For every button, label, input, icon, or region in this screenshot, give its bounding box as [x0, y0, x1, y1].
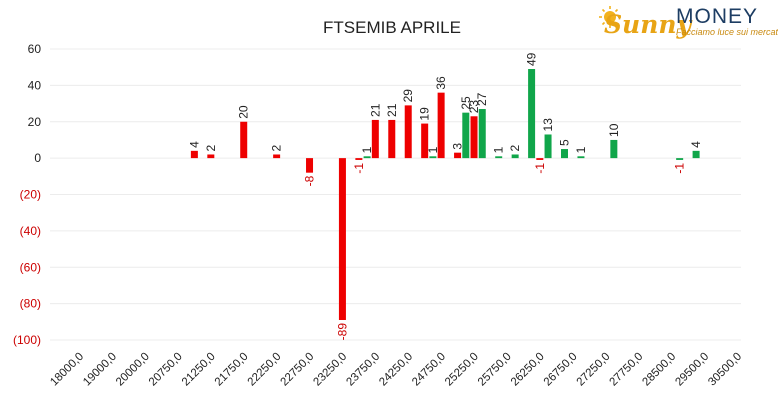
bar-data-label: 1 — [360, 146, 374, 153]
bar — [544, 134, 552, 159]
bar-data-label: -89 — [335, 323, 349, 341]
x-tick-label: 26250,0 — [509, 351, 547, 389]
y-axis: 60 40 20 0 (20) (40) (60) (80) (100) — [13, 42, 41, 347]
bar — [610, 139, 618, 159]
y-tick-label: 40 — [28, 78, 42, 92]
bar-data-label: 2 — [204, 144, 218, 151]
bar — [470, 116, 478, 159]
bar — [528, 69, 536, 159]
bar — [429, 156, 437, 159]
bar-data-label: 27 — [475, 92, 489, 106]
bar — [388, 119, 396, 159]
bar-data-label: 4 — [689, 141, 703, 148]
bar — [577, 156, 585, 159]
x-axis: 18000,019000,020000,020750,021250,021750… — [48, 351, 744, 389]
bar — [511, 154, 519, 159]
bar-data-label: 21 — [385, 103, 399, 117]
bar — [240, 121, 248, 159]
x-tick-label: 25250,0 — [443, 351, 481, 389]
bar — [371, 119, 379, 159]
bar-data-label: 10 — [607, 123, 621, 137]
x-tick-label: 21250,0 — [180, 351, 218, 389]
bar-data-label: 36 — [434, 76, 448, 90]
y-tick-label: (40) — [20, 224, 41, 238]
logo-money: MONEY — [676, 5, 758, 28]
bar-data-label: 25 — [459, 96, 473, 110]
y-tick-label: (80) — [20, 297, 41, 311]
logo-tagline: Facciamo luce sui mercati — [676, 27, 778, 37]
bar-data-label: 4 — [187, 141, 201, 148]
logo-sunny: Sunny — [604, 10, 693, 39]
bar — [478, 109, 486, 159]
bar-data-label: 29 — [401, 89, 415, 103]
x-tick-label: 20750,0 — [147, 351, 185, 389]
y-tick-label: 60 — [28, 42, 42, 56]
bar-data-label: 1 — [492, 146, 506, 153]
bar-data-label: 19 — [418, 107, 432, 121]
bar — [306, 158, 314, 173]
bar — [207, 154, 215, 159]
bar-data-label: 3 — [451, 143, 465, 150]
x-tick-label: 30500,0 — [706, 351, 744, 389]
bar-data-label: -1 — [352, 163, 366, 174]
x-tick-label: 23250,0 — [311, 351, 349, 389]
x-tick-label: 27750,0 — [608, 351, 646, 389]
x-tick-label: 21750,0 — [213, 351, 251, 389]
bar-data-label: -8 — [303, 175, 317, 186]
bar — [437, 92, 445, 159]
sun-icon — [599, 6, 621, 28]
x-tick-label: 23750,0 — [344, 351, 382, 389]
bar-data-label: 1 — [574, 146, 588, 153]
x-tick-label: 18000,0 — [48, 351, 86, 389]
x-tick-label: 25750,0 — [476, 351, 514, 389]
x-tick-label: 27250,0 — [575, 351, 613, 389]
bar-data-label: 1 — [426, 146, 440, 153]
x-tick-label: 26750,0 — [542, 351, 580, 389]
bar — [454, 152, 462, 159]
bar — [536, 158, 544, 160]
x-tick-label: 19000,0 — [81, 351, 119, 389]
bar-data-label: -1 — [533, 163, 547, 174]
bar — [421, 123, 429, 159]
y-tick-label: (100) — [13, 333, 41, 347]
y-tick-label: 20 — [28, 115, 42, 129]
bar — [462, 112, 470, 159]
x-tick-label: 20000,0 — [114, 351, 152, 389]
y-tick-label: (60) — [20, 260, 41, 274]
y-tick-label: 0 — [34, 151, 41, 165]
bar — [355, 158, 363, 160]
x-tick-label: 24750,0 — [410, 351, 448, 389]
x-tick-label: 22750,0 — [279, 351, 317, 389]
bar-data-label: -1 — [673, 163, 687, 174]
x-tick-label: 29500,0 — [673, 351, 711, 389]
bar-data-label: 49 — [525, 52, 539, 66]
bar-data-label: 13 — [541, 118, 555, 132]
bar — [404, 105, 412, 159]
bar-data-label: 2 — [270, 144, 284, 151]
bars — [190, 69, 700, 320]
y-tick-label: (20) — [20, 188, 41, 202]
bar-data-label: 2 — [508, 144, 522, 151]
bar-data-label: 23 — [467, 100, 481, 114]
grid-lines — [50, 48, 741, 341]
x-tick-label: 28500,0 — [640, 351, 678, 389]
bar — [692, 150, 700, 159]
bar — [561, 149, 568, 159]
bar — [676, 158, 684, 160]
bar-data-label: 21 — [368, 103, 382, 117]
sunny-money-logo: Sunny MONEY Facciamo luce sui mercati — [599, 5, 778, 39]
bar — [190, 150, 198, 159]
bar-data-label: 20 — [237, 105, 251, 119]
bar — [363, 156, 371, 159]
bar-data-label: 5 — [558, 139, 572, 146]
bar — [338, 158, 346, 320]
x-tick-label: 24250,0 — [377, 351, 415, 389]
chart-title: FTSEMIB APRILE — [323, 18, 461, 37]
bar — [273, 154, 281, 159]
bar — [495, 156, 503, 159]
x-tick-label: 22250,0 — [246, 351, 284, 389]
